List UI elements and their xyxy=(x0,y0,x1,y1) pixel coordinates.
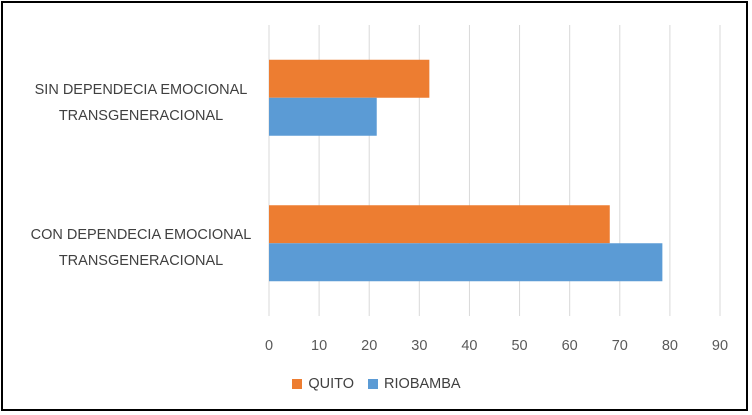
legend-label-riobamba: RIOBAMBA xyxy=(384,376,461,392)
category-label-sin: SIN DEPENDECIA EMOCIONAL TRANSGENERACION… xyxy=(17,77,265,129)
category-label-line: TRANSGENERACIONAL xyxy=(58,253,224,269)
category-label-con: CON DEPENDECIA EMOCIONAL TRANSGENERACION… xyxy=(17,222,265,274)
category-label-line: TRANSGENERACIONAL xyxy=(58,108,224,124)
x-tick-label: 10 xyxy=(311,338,327,354)
bar-riobamba xyxy=(269,243,663,282)
legend: QUITO RIOBAMBA xyxy=(3,373,750,395)
bar-quito xyxy=(269,59,430,98)
legend-swatch-riobamba xyxy=(368,379,379,389)
bar-riobamba xyxy=(269,97,377,136)
x-tick-label: 60 xyxy=(562,338,578,354)
bar-quito xyxy=(269,205,610,244)
x-tick-label: 40 xyxy=(461,338,477,354)
category-label-line: CON DEPENDECIA EMOCIONAL xyxy=(30,227,252,243)
x-tick-label: 0 xyxy=(265,338,273,354)
x-tick-label: 20 xyxy=(361,338,377,354)
x-tick-label: 70 xyxy=(612,338,628,354)
plot-area: 0 10 20 30 40 50 60 70 80 90 xyxy=(265,25,728,354)
legend-label-quito: QUITO xyxy=(308,376,355,392)
legend-item-riobamba: RIOBAMBA xyxy=(368,376,461,392)
x-tick-label: 90 xyxy=(712,338,728,354)
legend-item-quito: QUITO xyxy=(292,376,354,392)
category-label-line: SIN DEPENDECIA EMOCIONAL xyxy=(34,82,248,98)
x-tick-label: 80 xyxy=(662,338,678,354)
legend-swatch-quito xyxy=(292,379,303,389)
x-tick-label: 30 xyxy=(411,338,427,354)
x-tick-label: 50 xyxy=(511,338,527,354)
